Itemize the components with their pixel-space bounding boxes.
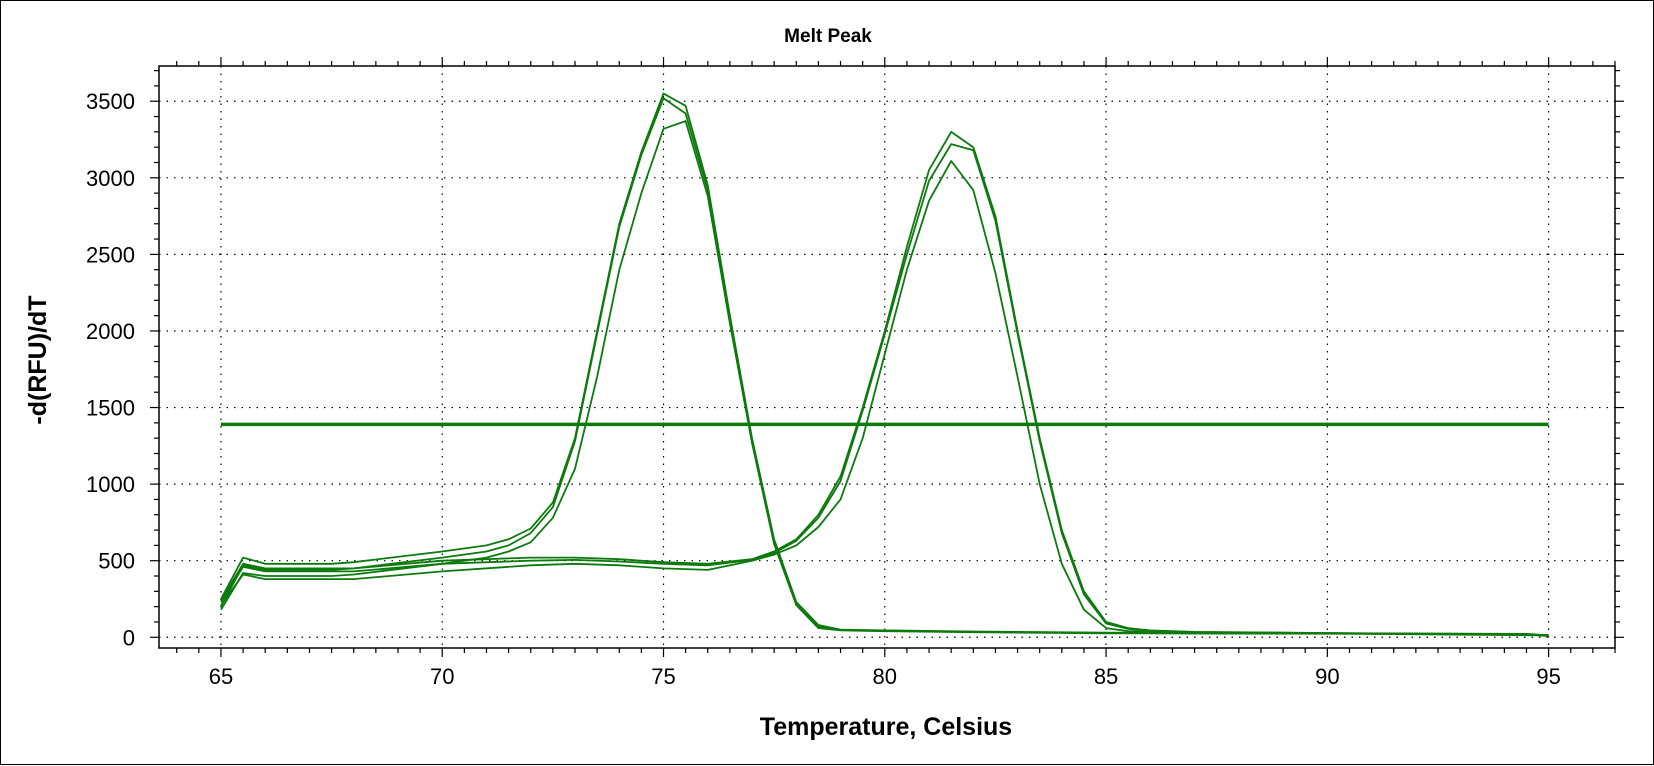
x-tick-labels: 65 70 75 80 85 90 95 [209,664,1561,689]
y-tick-label-5: 2500 [86,242,135,267]
x-tick-label-5: 90 [1315,664,1339,689]
series-line-2 [220,120,1549,637]
series-lines [220,92,1549,637]
y-tick-labels: 0 500 1000 1500 2000 2500 3000 3500 [86,89,135,650]
x-tick-label-4: 85 [1094,664,1118,689]
x-tick-label-3: 80 [873,664,897,689]
y-axis-label: -d(RFU)/dT [24,295,52,424]
x-tick-label-6: 95 [1536,664,1560,689]
x-tick-label-0: 65 [209,664,233,689]
y-tick-label-7: 3500 [86,89,135,114]
x-tick-label-1: 70 [430,664,454,689]
y-tick-label-3: 1500 [86,396,135,421]
series-line-5 [220,160,1549,637]
y-tick-label-6: 3000 [86,166,135,191]
y-tick-label-0: 0 [123,625,135,650]
x-tick-label-2: 75 [651,664,675,689]
chart-title: Melt Peak [784,26,872,47]
y-tick-label-1: 500 [98,549,135,574]
series-line-4 [220,143,1549,636]
x-axis-label: Temperature, Celsius [760,713,1012,741]
y-tick-label-4: 2000 [86,319,135,344]
plot-area-border [158,65,1616,649]
y-tick-label-2: 1000 [86,472,135,497]
grid [159,66,1615,648]
axis-ticks [150,57,1624,657]
